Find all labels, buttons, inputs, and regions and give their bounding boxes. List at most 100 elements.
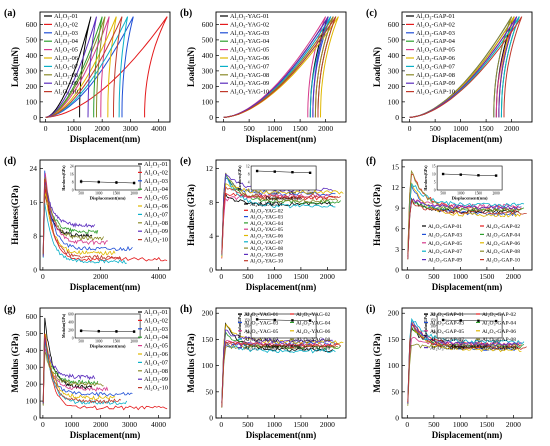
series-line: [45, 16, 97, 118]
x-axis-label: Displacement(nm): [246, 430, 317, 440]
series-line: [407, 198, 522, 260]
legend-label: Al₂O₃-07: [54, 63, 79, 70]
x-tick-label: 4000: [151, 420, 166, 429]
legend-label: Al₂O₃-YAG-06: [296, 329, 331, 335]
legend-label: Al₂O₃-YAG-03: [250, 215, 283, 221]
inset-y-tick-label: 8: [248, 173, 250, 177]
series-line: [409, 16, 523, 118]
x-tick-label: 0: [405, 272, 409, 281]
legend-label: Al₂O₃-GAP-10: [486, 258, 520, 264]
legend-label: Al₂O₃-GAP-06: [482, 329, 516, 335]
y-tick-label: 6: [395, 224, 399, 233]
y-tick-label: 500: [26, 329, 38, 338]
legend-label: Al₂O₃-YAG-09: [244, 346, 279, 352]
y-tick-label: 0: [33, 414, 37, 423]
x-tick-label: 2000: [320, 272, 335, 281]
legend-label: Al₂O₃-GAP-08: [486, 249, 520, 255]
series-line: [45, 16, 129, 118]
y-tick-label: 0: [395, 266, 399, 275]
inset-frame: [74, 165, 141, 191]
y-tick-label: 3: [395, 245, 399, 254]
inset-y-tick-label: 150: [430, 319, 436, 323]
legend-label: Al₂O₃-09: [54, 80, 78, 87]
legend-label: Al₂O₃-GAP-04: [482, 320, 516, 326]
y-tick-label: 200: [388, 309, 400, 318]
y-tick-label: 100: [388, 97, 400, 106]
inset-y-tick-label: 0: [434, 337, 436, 341]
x-tick-label: 2000: [318, 124, 333, 133]
legend-label: Al₂O₃-YAG-01: [230, 13, 269, 20]
y-axis-label: Hardness(GPa): [10, 185, 20, 245]
y-tick-label: 400: [388, 51, 400, 60]
plot-frame: [215, 307, 347, 419]
legend-label: Al₂O₃-YAG-05: [230, 47, 269, 54]
y-tick-label: 300: [26, 363, 38, 372]
inset-y-tick-label: 4: [248, 181, 250, 185]
y-tick-label: 300: [388, 66, 400, 75]
series-line: [223, 16, 337, 118]
inset-point: [255, 169, 259, 173]
legend-label: Al₂O₃-YAG-06: [230, 55, 269, 62]
series-line: [42, 335, 168, 411]
legend-label: Al₂O₃-GAP-02: [416, 21, 455, 28]
series-line: [221, 172, 339, 252]
legend-label: Al₂O₃-05: [144, 195, 168, 202]
legend-label: Al₂O₃-05: [144, 343, 168, 350]
panel-label: (e): [180, 156, 191, 167]
plot-frame: [39, 159, 171, 271]
series-line: [42, 202, 127, 264]
inset-y-tick-label: 0: [248, 189, 250, 193]
legend-label: Al₂O₃-YAG-07: [244, 337, 279, 343]
inset-y-tick-label: 200: [430, 313, 436, 317]
inset-x-tick-label: 500: [78, 340, 84, 344]
panel-label: (b): [180, 8, 192, 19]
y-tick-label: 50: [392, 387, 400, 396]
inset-y-axis-label: Hardness(GPa): [424, 165, 428, 191]
legend-label: Al₂O₃-YAG-08: [230, 72, 269, 79]
inset-x-tick-label: 1500: [289, 192, 296, 196]
series-line: [407, 343, 517, 406]
x-tick-label: 1000: [453, 272, 468, 281]
inset-y-axis-label: Modulus(GPa): [62, 313, 66, 338]
inset-x-tick-label: 1500: [113, 340, 120, 344]
y-tick-label: 8: [209, 198, 213, 207]
legend-label: Al₂O₃-GAP-07: [416, 63, 456, 70]
y-tick-label: 100: [202, 361, 214, 370]
plot-frame: [215, 11, 347, 123]
legend-label: Al₂O₃-GAP-09: [430, 346, 464, 352]
inset-x-tick-label: 1500: [475, 192, 482, 196]
legend-label: Al₂O₃-GAP-07: [428, 249, 462, 255]
legend-label: Al₂O₃-YAG-08: [250, 246, 283, 252]
legend-label: Al₂O₃-YAG-02: [296, 312, 331, 318]
inset-x-tick-label: 500: [78, 192, 84, 196]
series-line: [42, 338, 96, 404]
x-tick-label: 4000: [151, 272, 166, 281]
series-line: [42, 177, 104, 254]
legend-label: Al₂O₃-GAP-06: [486, 241, 520, 247]
x-tick-label: 2000: [504, 124, 519, 133]
plot-frame: [401, 11, 533, 123]
legend-label: Al₂O₃-06: [144, 203, 168, 210]
inset-y-tick-label: 12: [246, 165, 250, 169]
legend-label: Al₂O₃-YAG-06: [250, 234, 283, 240]
y-tick-label: 8: [33, 232, 37, 241]
plot-frame: [401, 159, 533, 271]
y-tick-label: 200: [202, 309, 214, 318]
panel-label: (c): [366, 8, 377, 19]
series-line: [409, 16, 518, 118]
series-line: [407, 322, 522, 403]
x-axis-label: Displacement(nm): [70, 430, 141, 440]
inset-x-tick-label: 1000: [457, 340, 464, 344]
y-axis-label: Hardness (GPa): [372, 184, 382, 246]
y-tick-label: 400: [26, 346, 38, 355]
y-tick-label: 0: [395, 414, 399, 423]
series-line: [42, 333, 116, 403]
legend-label: Al₂O₃-07: [144, 359, 169, 366]
inset-x-tick-label: 2000: [131, 192, 138, 196]
x-tick-label: 0: [44, 124, 48, 133]
inset-y-tick-label: 600: [68, 313, 74, 317]
x-axis-label: Displacement(nm): [246, 134, 317, 144]
y-tick-label: 400: [202, 51, 214, 60]
chart-panel: 0 2000 4000 0 8 16 24 Displacement(nm) Hardness(…: [4, 156, 171, 292]
inset-x-axis-label: Displacement(nm): [452, 196, 488, 201]
